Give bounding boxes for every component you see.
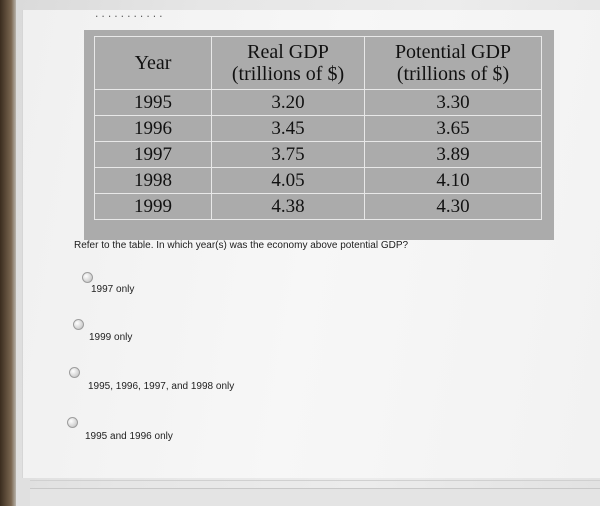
column-header-year: Year <box>94 36 212 90</box>
real-gdp-header-line2: (trillions of $) <box>231 63 345 85</box>
radio-button[interactable] <box>73 319 84 330</box>
table-row: 1999 4.38 4.30 <box>94 193 542 220</box>
option-label[interactable]: 1999 only <box>89 332 133 343</box>
table-row: 1996 3.45 3.65 <box>94 115 542 142</box>
radio-button[interactable] <box>67 417 78 428</box>
cell-potential-gdp: 4.30 <box>364 193 542 220</box>
potential-gdp-header-line2: (trillions of $) <box>396 63 510 85</box>
year-header-text: Year <box>134 52 172 74</box>
cell-real-gdp: 4.38 <box>211 193 365 220</box>
gdp-table-image: Year Real GDP (trillions of $) Potential… <box>84 30 554 240</box>
cell-real-gdp: 3.20 <box>211 89 365 116</box>
next-question-box <box>30 488 600 506</box>
real-gdp-header-line1: Real GDP <box>247 41 329 63</box>
cell-real-gdp: 4.05 <box>211 167 365 194</box>
cell-potential-gdp: 3.89 <box>364 141 542 168</box>
cell-year: 1999 <box>94 193 212 220</box>
potential-gdp-header-line1: Potential GDP <box>394 41 512 63</box>
cell-potential-gdp: 3.65 <box>364 115 542 142</box>
table-row: 1995 3.20 3.30 <box>94 89 542 116</box>
table-row: 1997 3.75 3.89 <box>94 141 542 168</box>
cell-real-gdp: 3.45 <box>211 115 365 142</box>
option-label[interactable]: 1995, 1996, 1997, and 1998 only <box>88 381 235 392</box>
column-header-potential-gdp: Potential GDP (trillions of $) <box>364 36 542 90</box>
cell-year: 1998 <box>94 167 212 194</box>
monitor-bezel <box>0 0 16 506</box>
table-row: 1998 4.05 4.10 <box>94 167 542 194</box>
cell-year: 1995 <box>94 89 212 116</box>
table-header-row: Year Real GDP (trillions of $) Potential… <box>94 36 542 90</box>
cell-potential-gdp: 3.30 <box>364 89 542 116</box>
option-label[interactable]: 1995 and 1996 only <box>85 431 173 442</box>
cell-real-gdp: 3.75 <box>211 141 365 168</box>
radio-button[interactable] <box>82 272 93 283</box>
column-header-real-gdp: Real GDP (trillions of $) <box>211 36 365 90</box>
cell-potential-gdp: 4.10 <box>364 167 542 194</box>
cell-year: 1996 <box>94 115 212 142</box>
divider <box>30 480 600 481</box>
option-label[interactable]: 1997 only <box>91 284 135 295</box>
gdp-table: Year Real GDP (trillions of $) Potential… <box>94 36 542 220</box>
cell-year: 1997 <box>94 141 212 168</box>
radio-button[interactable] <box>69 367 80 378</box>
truncated-header-text: ........... <box>94 10 165 20</box>
question-text: Refer to the table. In which year(s) was… <box>74 240 409 251</box>
